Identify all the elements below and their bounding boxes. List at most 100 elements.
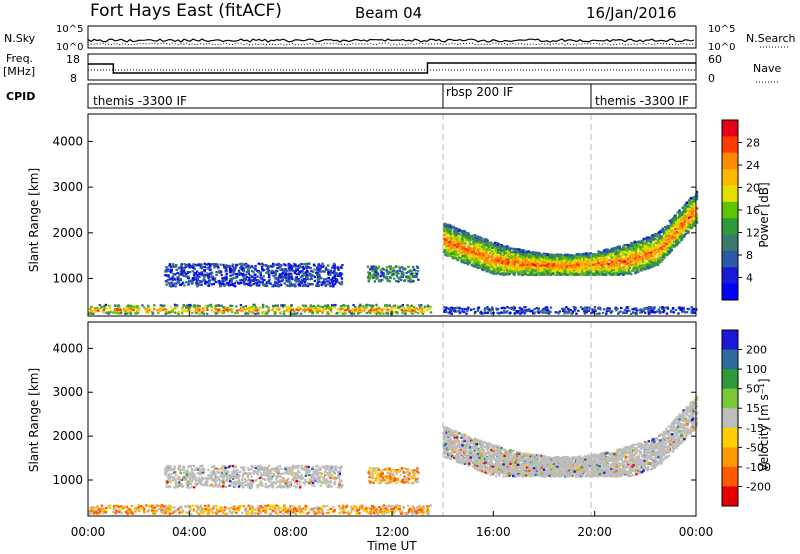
echo-point [686, 208, 689, 211]
echo-point [287, 264, 290, 267]
echo-point [486, 248, 489, 251]
echo-point [290, 304, 293, 307]
echo-point [508, 255, 512, 258]
echo-point [419, 310, 423, 313]
echo-point [402, 268, 405, 271]
echo-point [202, 312, 205, 315]
echo-point [260, 278, 263, 281]
echo-point [153, 308, 156, 311]
echo-point [371, 274, 375, 277]
echo-point [429, 305, 432, 308]
echo-point [373, 270, 377, 274]
echo-point [241, 263, 244, 266]
echo-point [521, 248, 524, 252]
echo-point [541, 273, 544, 276]
echo-point [336, 266, 339, 269]
echo-point [183, 271, 186, 274]
echo-point [207, 267, 211, 270]
echo-point [463, 246, 466, 249]
echo-point [240, 262, 243, 265]
echo-point [370, 310, 373, 313]
noise-panel: N.Sky N.Search 10^5 10^0 10^5 10^0 [4, 24, 796, 53]
cpid-panel: CPID themis -3300 IF rbsp 200 IF themis … [6, 83, 697, 109]
echo-point [91, 312, 95, 315]
echo-point [388, 276, 392, 279]
echo-point [253, 274, 256, 277]
echo-point [447, 226, 450, 229]
echo-point [541, 269, 545, 272]
echo-point [238, 309, 241, 312]
echo-point [272, 262, 275, 265]
echo-point [491, 270, 494, 273]
echo-point [290, 275, 293, 278]
echo-point [196, 278, 199, 281]
echo-point [660, 236, 664, 239]
echo-point [234, 276, 237, 279]
echo-point [260, 266, 264, 269]
echo-point [629, 254, 632, 257]
echo-point [509, 271, 512, 274]
echo-point [198, 308, 201, 311]
echo-point [324, 266, 328, 269]
echo-point [247, 272, 250, 275]
echo-point [630, 263, 633, 266]
echo-point [602, 256, 606, 259]
echo-point [593, 262, 597, 265]
echo-point [666, 224, 669, 227]
echo-point [638, 256, 642, 259]
echo-point [174, 306, 177, 309]
echo-point [412, 268, 416, 271]
echo-point [222, 263, 225, 266]
echo-point [556, 272, 559, 275]
echo-point [392, 273, 395, 276]
echo-point [159, 304, 162, 307]
echo-point [310, 309, 313, 312]
echo-point [181, 271, 184, 274]
echo-point [173, 265, 176, 268]
echo-point [592, 254, 596, 257]
echo-point [281, 279, 285, 282]
echo-point [177, 276, 180, 279]
echo-point [400, 274, 404, 277]
echo-point [215, 308, 218, 311]
echo-point [239, 272, 242, 275]
echo-point [332, 279, 336, 283]
echo-point [501, 261, 504, 265]
echo-point [167, 282, 170, 285]
echo-point [499, 253, 502, 256]
echo-point [413, 309, 416, 312]
echo-point [520, 255, 523, 258]
echo-point [202, 310, 205, 313]
echo-point [536, 260, 539, 263]
echo-point [690, 206, 693, 209]
echo-point [593, 261, 596, 264]
echo-point [691, 206, 695, 209]
echo-point [119, 308, 122, 311]
echo-point [671, 239, 674, 242]
echo-point [612, 251, 616, 254]
echo-point [572, 272, 575, 275]
echo-point [543, 253, 547, 256]
echo-point [199, 264, 202, 267]
echo-point [469, 235, 473, 238]
echo-point [656, 235, 659, 238]
echo-point [277, 285, 280, 288]
echo-point [263, 279, 266, 282]
echo-point [305, 274, 309, 277]
echo-point [198, 275, 201, 278]
echo-point [586, 270, 589, 273]
echo-point [310, 283, 313, 286]
echo-point [571, 254, 574, 257]
echo-point [259, 273, 262, 276]
echo-point [320, 310, 324, 313]
echo-point [287, 279, 291, 282]
echo-point [299, 312, 303, 315]
echo-point [531, 253, 534, 256]
echo-point [290, 266, 293, 269]
echo-point [448, 232, 451, 235]
echo-point [513, 272, 516, 275]
echo-point [331, 278, 334, 281]
echo-point [588, 262, 591, 266]
echo-point [481, 255, 484, 258]
echo-point [119, 310, 122, 313]
